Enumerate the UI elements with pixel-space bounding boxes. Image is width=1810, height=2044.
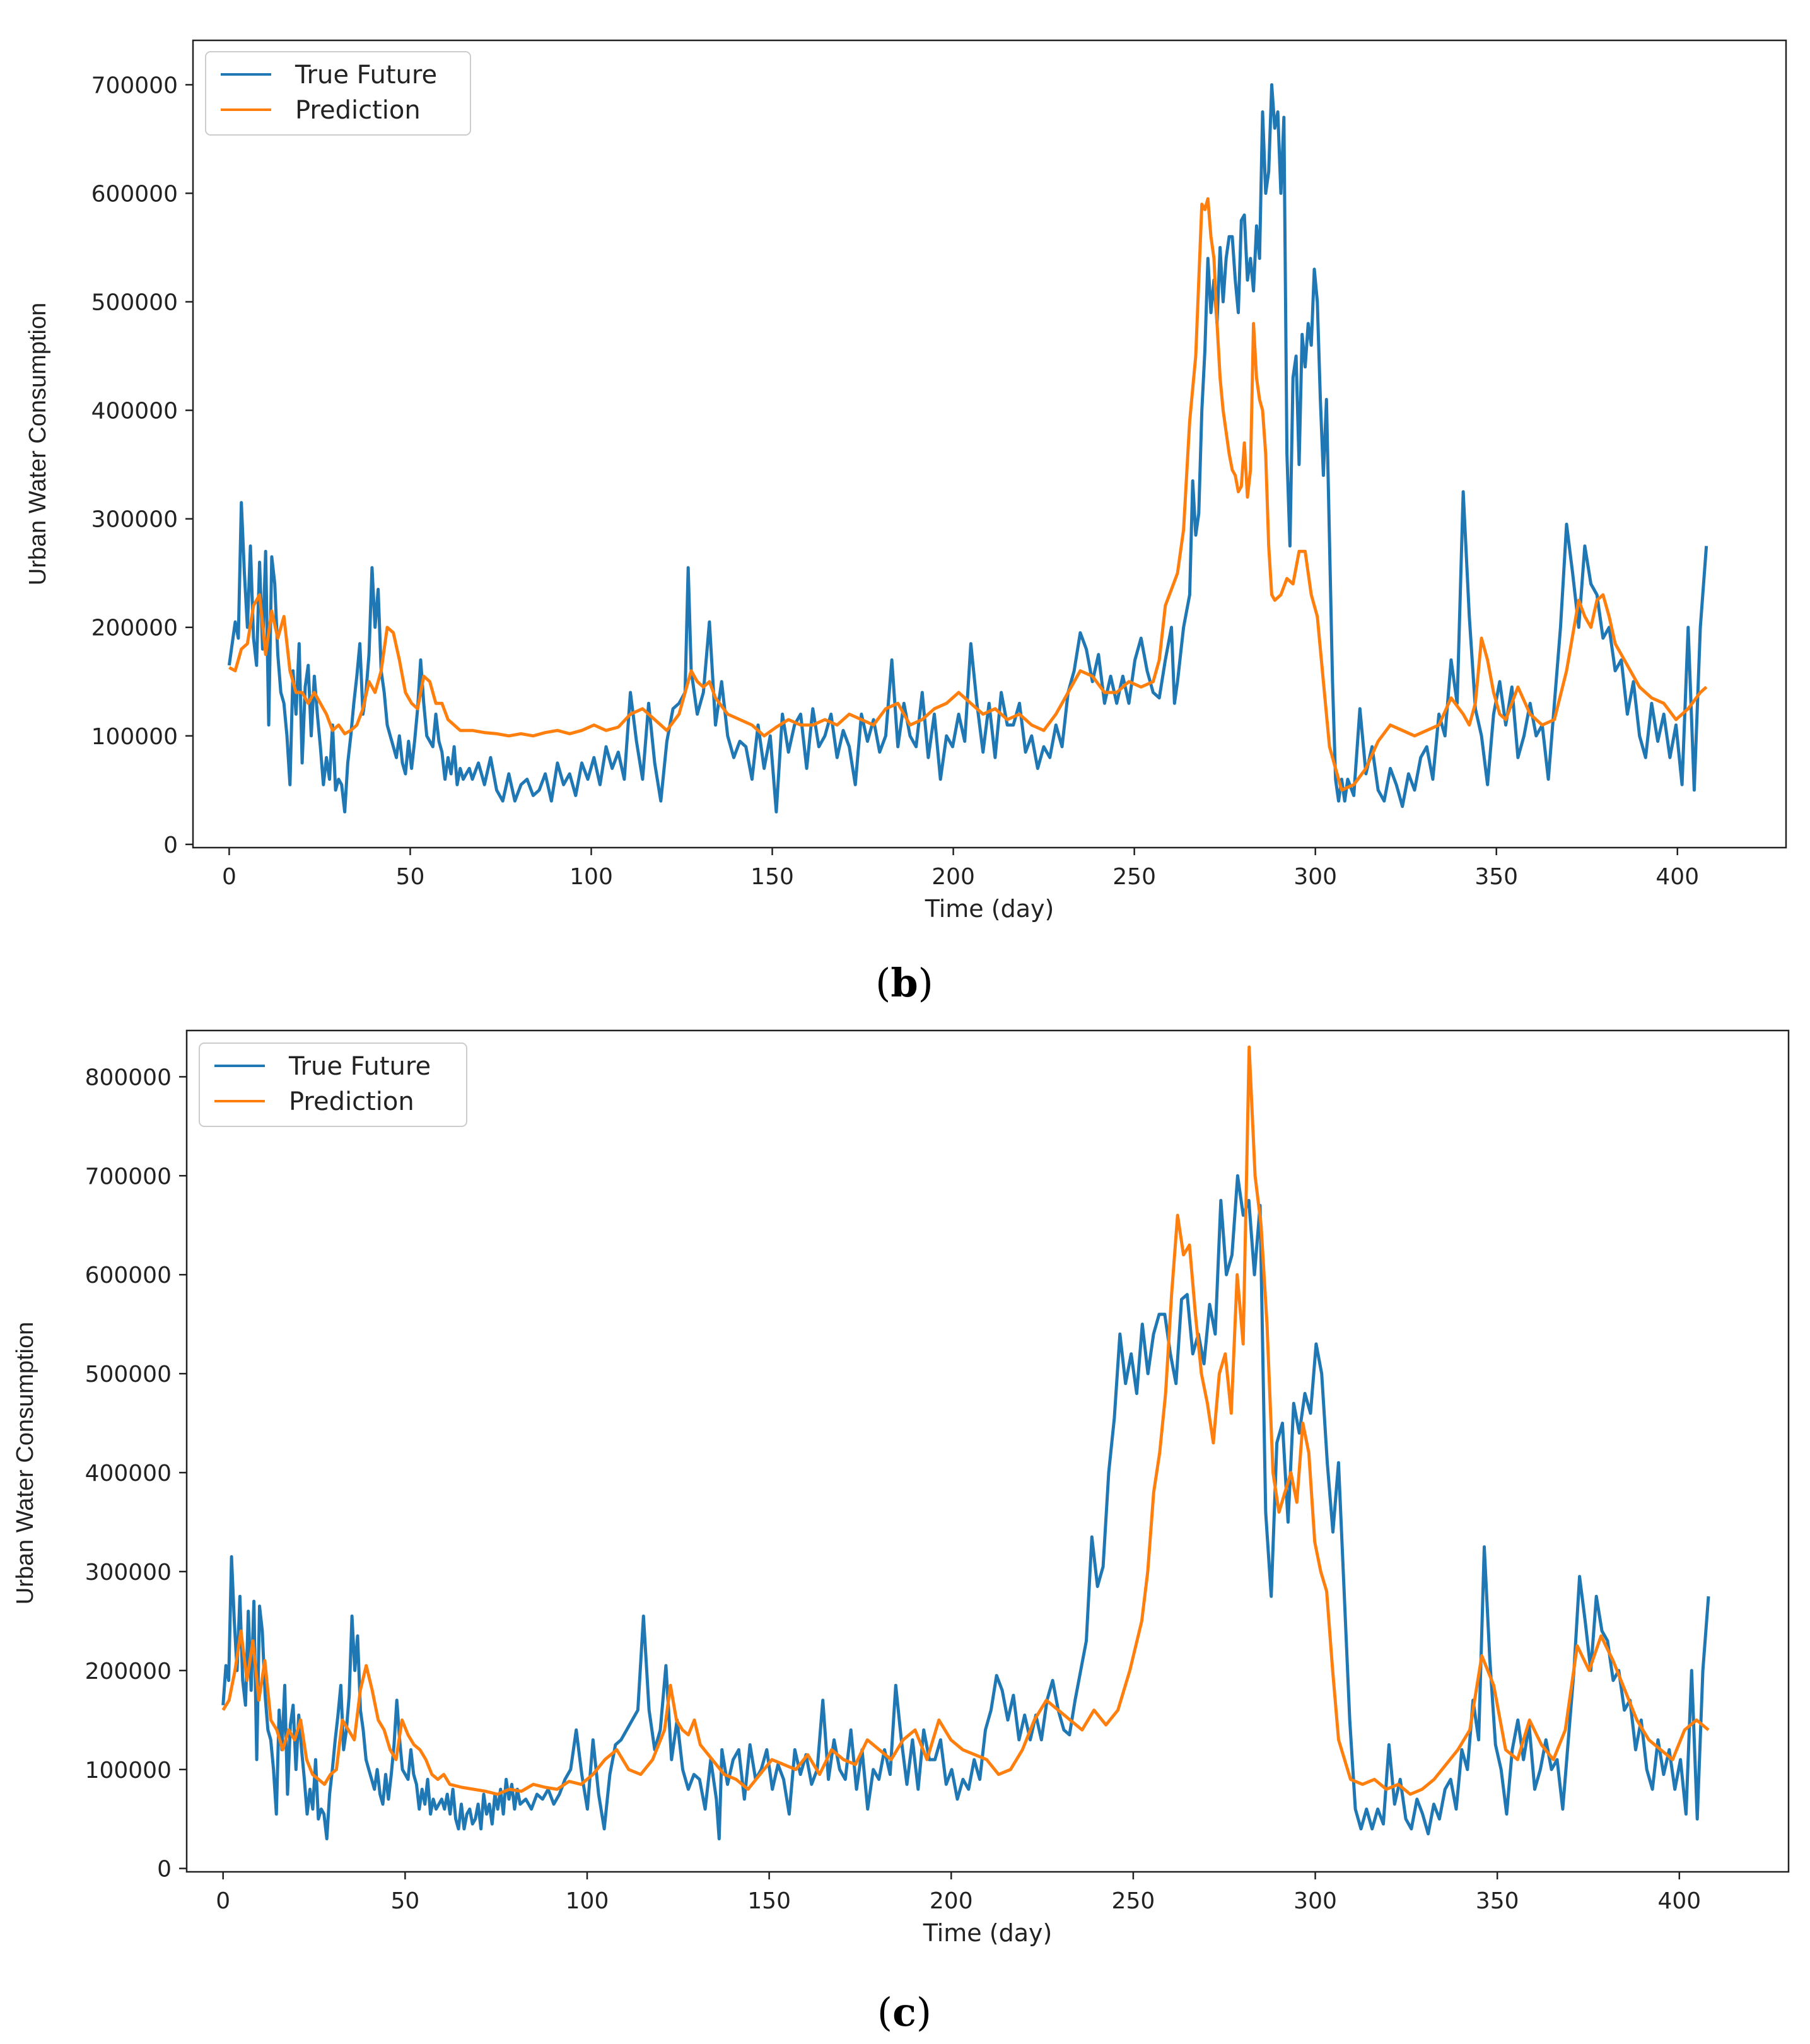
- y-tick-label: 200000: [85, 1659, 172, 1685]
- x-tick-label: 300: [1293, 864, 1337, 890]
- x-tick-label: 200: [931, 864, 975, 890]
- x-tick-label: 300: [1293, 1888, 1337, 1914]
- x-tick-label: 0: [216, 1888, 230, 1914]
- y-tick-label: 400000: [91, 399, 178, 424]
- x-tick-label: 50: [390, 1888, 419, 1914]
- plot-frame: [185, 1029, 1790, 1873]
- y-tick-label: 500000: [91, 290, 178, 316]
- series-line-prediction: [221, 1045, 1710, 1796]
- panel-label-close: ): [918, 960, 933, 1006]
- chart-panel-c: 0 50 100 150 200 250 300 350 400 0 100000 200000 30…: [12, 1029, 1790, 2035]
- x-axis-title: Time (day): [923, 1919, 1053, 1947]
- panel-label-b: (b): [875, 960, 933, 1006]
- legend-label-prediction: Prediction: [295, 96, 421, 125]
- x-tick-label: 0: [222, 864, 236, 890]
- legend-label-prediction: Prediction: [289, 1087, 414, 1116]
- series-line-true-future: [227, 83, 1708, 814]
- y-axis-title: Urban Water Consumption: [25, 303, 51, 585]
- legend-label-true-future: True Future: [295, 61, 437, 90]
- panel-label-open: (: [875, 960, 890, 1006]
- x-tick-label: 100: [566, 1888, 609, 1914]
- x-tick-label: 250: [1112, 864, 1156, 890]
- panel-label-close: ): [916, 1989, 931, 2035]
- x-tick-label: 350: [1476, 1888, 1519, 1914]
- y-axis-title: Urban Water Consumption: [12, 1322, 38, 1604]
- y-tick-label: 800000: [85, 1065, 172, 1090]
- y-tick-label: 0: [163, 832, 178, 858]
- x-tick-label: 200: [930, 1888, 973, 1914]
- plot-frame: [192, 39, 1787, 849]
- y-tick-label: 0: [157, 1857, 172, 1883]
- panel-label-open: (: [877, 1989, 892, 2035]
- x-tick-label: 50: [396, 864, 425, 890]
- y-tick-label: 200000: [91, 616, 178, 641]
- x-tick-label: 400: [1657, 1888, 1701, 1914]
- x-tick-label: 350: [1474, 864, 1518, 890]
- x-tick-label: 100: [569, 864, 613, 890]
- y-tick-label: 500000: [85, 1362, 172, 1387]
- y-tick-label: 400000: [85, 1461, 172, 1486]
- series-line-true-future: [221, 1174, 1710, 1841]
- legend-label-true-future: True Future: [288, 1052, 431, 1081]
- legend: True Future Prediction: [205, 51, 471, 136]
- y-tick-label: 700000: [85, 1164, 172, 1189]
- legend-box: [199, 1042, 467, 1127]
- x-tick-label: 400: [1655, 864, 1699, 890]
- series-line-prediction: [228, 197, 1708, 792]
- x-tick-label: 250: [1112, 1888, 1155, 1914]
- y-tick-label: 300000: [91, 507, 178, 533]
- legend: True Future Prediction: [199, 1042, 467, 1127]
- x-tick-label: 150: [747, 1888, 791, 1914]
- legend-box: [205, 51, 471, 136]
- x-axis-title: Time (day): [925, 895, 1054, 923]
- y-tick-label: 300000: [85, 1560, 172, 1586]
- chart-panel-b: 0 50 100 150 200 250 300 350 400 0 100000 200000 30…: [25, 39, 1787, 1006]
- x-tick-label: 150: [750, 864, 794, 890]
- y-tick-label: 600000: [85, 1263, 172, 1288]
- panel-label-letter: b: [890, 960, 918, 1006]
- y-tick-label: 100000: [91, 724, 178, 750]
- panel-label-c: (c): [877, 1989, 931, 2035]
- y-tick-label: 100000: [85, 1758, 172, 1784]
- y-tick-label: 700000: [91, 73, 178, 98]
- y-tick-label: 600000: [91, 181, 178, 207]
- panel-label-letter: c: [892, 1989, 916, 2035]
